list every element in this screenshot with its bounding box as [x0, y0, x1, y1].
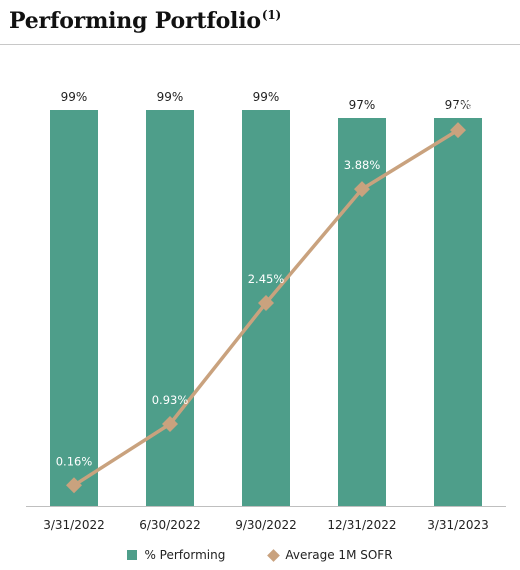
bar-performing [338, 118, 386, 506]
bar-value-label: 97% [445, 98, 472, 112]
line-value-label: 4.62% [440, 99, 477, 113]
x-tick-label: 12/31/2022 [327, 518, 396, 532]
x-tick-label: 3/31/2022 [43, 518, 105, 532]
line-value-label: 2.45% [248, 272, 285, 286]
bar-value-label: 99% [61, 90, 88, 104]
marker-sofr [450, 122, 466, 139]
line-value-label: 0.93% [152, 393, 189, 407]
bar-performing [50, 110, 98, 506]
marker-sofr [354, 181, 370, 198]
chart-canvas: 99% 99% 99% 97% 97% 3/31/2022 6/30/2022 9/30/20… [26, 90, 506, 532]
legend-label-performing: % Performing [144, 548, 226, 562]
chart-title-text: Performing Portfolio [9, 8, 261, 34]
marker-sofr [162, 415, 178, 432]
legend-item-performing: % Performing [127, 548, 225, 562]
bar-performing [434, 118, 482, 506]
marker-sofr [258, 294, 274, 311]
bar-value-label: 99% [253, 90, 280, 104]
x-tick-label: 9/30/2022 [235, 518, 297, 532]
line-value-label: 0.16% [56, 454, 93, 468]
legend-label-sofr: Average 1M SOFR [285, 548, 393, 562]
footnote-marker: (1) [261, 8, 281, 22]
x-tick-label: 3/31/2023 [427, 518, 489, 532]
x-tick-label: 6/30/2022 [139, 518, 201, 532]
legend-item-sofr: Average 1M SOFR [267, 548, 393, 562]
bar-value-label: 97% [349, 98, 376, 112]
marker-sofr [66, 477, 82, 494]
legend-bar-swatch [127, 550, 138, 560]
legend-diamond-swatch [267, 548, 281, 562]
chart-title: Performing Portfolio(1) [9, 8, 281, 34]
line-value-label: 3.88% [344, 158, 381, 172]
chart-legend: % Performing Average 1M SOFR [0, 548, 520, 562]
title-divider [0, 44, 520, 45]
bar-performing [146, 110, 194, 506]
bar-value-label: 99% [157, 90, 184, 104]
